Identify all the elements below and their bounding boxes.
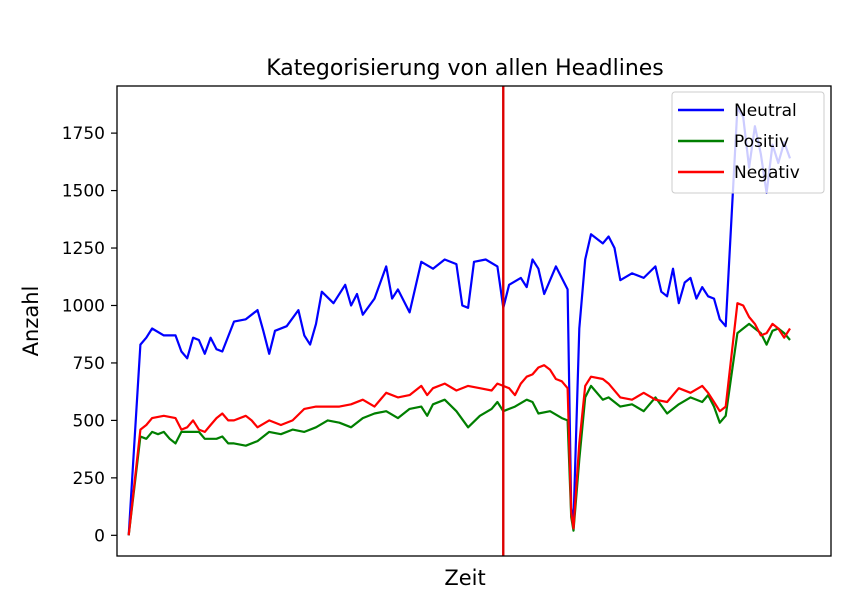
plot-area bbox=[127, 106, 792, 536]
legend-label-negativ: Negativ bbox=[734, 163, 800, 183]
plot-frame bbox=[116, 85, 832, 557]
series-line-negativ bbox=[127, 302, 791, 536]
legend: Neutral Positiv Negativ bbox=[671, 91, 825, 194]
y-tick-label: 1250 bbox=[62, 239, 105, 259]
y-tick-label: 1500 bbox=[62, 182, 105, 202]
y-tick-label: 750 bbox=[73, 354, 105, 374]
y-tick-label: 1750 bbox=[62, 124, 105, 144]
y-tick-label: 1000 bbox=[62, 296, 105, 316]
y-axis-label: Anzahl bbox=[19, 286, 43, 357]
y-axis-ticks: 0 250 500 750 1000 1250 1500 1750 bbox=[62, 124, 117, 546]
legend-box bbox=[671, 91, 825, 194]
legend-label-neutral: Neutral bbox=[734, 101, 797, 121]
x-axis-label: Zeit bbox=[444, 566, 485, 590]
series-line-positiv bbox=[127, 322, 791, 536]
y-tick-label: 0 bbox=[94, 526, 105, 546]
y-tick-label: 500 bbox=[73, 411, 105, 431]
chart-title: Kategorisierung von allen Headlines bbox=[266, 56, 664, 81]
legend-label-positiv: Positiv bbox=[734, 132, 789, 152]
y-tick-label: 250 bbox=[73, 469, 105, 489]
series-line-neutral bbox=[127, 106, 792, 536]
